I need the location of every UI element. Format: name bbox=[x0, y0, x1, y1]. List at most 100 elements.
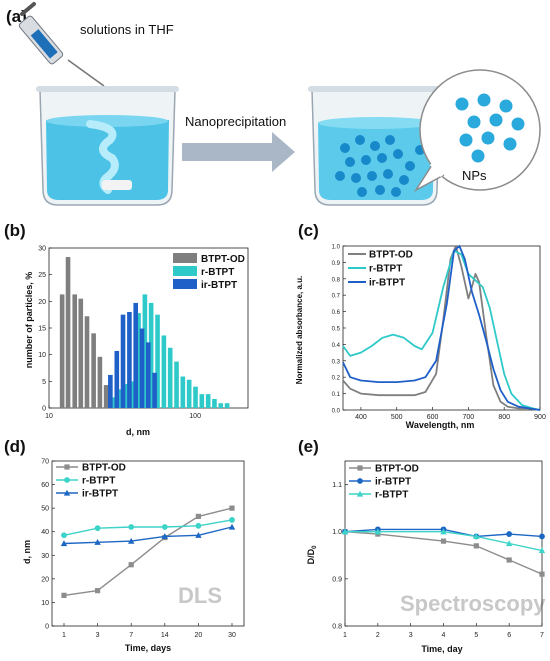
chart-d-legend-marker bbox=[63, 489, 71, 496]
chart-b-bar-r-btpt bbox=[205, 394, 211, 408]
chart-d-point-r-btpt bbox=[229, 517, 235, 523]
chart-b-ytick-label: 10 bbox=[38, 352, 46, 359]
chart-b-xtick-label: 100 bbox=[189, 413, 201, 420]
panel-c-label: (c) bbox=[298, 221, 319, 240]
nanoparticle-dot bbox=[511, 117, 525, 131]
nanoparticle-dot bbox=[399, 175, 409, 185]
chart-b-bar-ir-btpt bbox=[145, 342, 151, 408]
chart-b-bar-btpt-od bbox=[59, 294, 65, 408]
chart-d-xtick-label: 1 bbox=[62, 632, 66, 639]
chart-b-bar-r-btpt bbox=[199, 394, 205, 408]
chart-b-legend-swatch bbox=[173, 253, 197, 263]
syringe-caption: solutions in THF bbox=[80, 22, 174, 37]
chart-b-bar-r-btpt bbox=[212, 398, 217, 408]
chart-b-ylabel: number of particles, % bbox=[24, 272, 34, 369]
chart-e-xtick-label: 5 bbox=[474, 632, 478, 639]
chart-b-ytick-label: 30 bbox=[38, 246, 46, 253]
chart-b-bar-ir-btpt bbox=[108, 374, 113, 408]
nanoparticle-dot bbox=[361, 155, 371, 165]
chart-c-ytick-label: 0.9 bbox=[332, 261, 341, 267]
nanoparticle-dot bbox=[455, 97, 469, 111]
chart-b: 0 5 10 15 20 25 30 10 100 BTPT-OD r-BTPT ir-BTPT bbox=[38, 246, 249, 420]
beaker-with-nps-icon bbox=[308, 86, 444, 206]
chart-e-xlabel: Time, day bbox=[421, 644, 462, 654]
chart-e-xtick-label: 1 bbox=[343, 632, 347, 639]
chart-e-ytick-label: 0.8 bbox=[332, 624, 342, 631]
chart-b-bar-ir-btpt bbox=[127, 312, 132, 408]
chart-b-xtick-label: 10 bbox=[45, 413, 53, 420]
chart-d-xlabel: Time, days bbox=[125, 643, 171, 653]
chart-d-xtick-label: 20 bbox=[195, 632, 203, 639]
panel-b: (b) number of particles, % d, nm 0 5 10 15 2… bbox=[4, 221, 249, 437]
nanoparticle-dot bbox=[385, 135, 395, 145]
chart-e-watermark: Spectroscopy bbox=[400, 591, 546, 616]
chart-d-point-r-btpt bbox=[195, 522, 202, 529]
nanoparticle-dot bbox=[471, 149, 485, 163]
chart-d-legend-label: BTPT-OD bbox=[82, 463, 126, 474]
nanoparticle-dot bbox=[367, 171, 377, 181]
chart-c-xtick-label: 600 bbox=[427, 414, 439, 421]
chart-b-bar-r-btpt bbox=[193, 386, 198, 408]
chart-e: 0.8 0.9 1.0 1.1 1 2 3 4 5 6 7 BTPT-OD ir-BTPT r-BTPT bbox=[332, 460, 546, 639]
chart-b-bar-ir-btpt bbox=[152, 372, 157, 408]
chart-d-ytick-label: 40 bbox=[41, 529, 49, 536]
chart-e-xtick-label: 4 bbox=[442, 632, 446, 639]
chart-b-legend-swatch bbox=[173, 279, 197, 289]
chart-b-ytick-label: 20 bbox=[38, 299, 46, 306]
chart-b-bar-r-btpt bbox=[123, 384, 129, 408]
chart-b-bar-btpt-od bbox=[78, 298, 84, 408]
chart-b-bar-r-btpt bbox=[167, 347, 173, 408]
chart-d-point-r-btpt bbox=[94, 525, 101, 532]
nanoparticle-dot bbox=[377, 153, 387, 163]
nanoparticle-dot bbox=[393, 149, 403, 159]
chart-b-ytick-label: 15 bbox=[38, 326, 46, 333]
nanoparticle-dot bbox=[499, 99, 513, 113]
chart-e-point-btpt-od bbox=[473, 543, 479, 549]
chart-d-point-ir-btpt bbox=[94, 539, 101, 545]
chart-d-legend-marker bbox=[64, 464, 70, 470]
chart-d-legend-marker bbox=[64, 477, 70, 483]
chart-c-ytick-label: 0.1 bbox=[332, 392, 341, 398]
panel-e: (e) Spectroscopy D/D0 Time, day 0.8 0.9 1.… bbox=[298, 437, 546, 654]
chart-d-point-ir-btpt bbox=[161, 533, 168, 540]
syringe-icon bbox=[18, 2, 113, 104]
chart-b-bar-r-btpt bbox=[155, 314, 160, 408]
chart-d-line-r-btpt bbox=[63, 519, 233, 536]
chart-e-xtick-label: 7 bbox=[540, 632, 544, 639]
chart-e-legend-label: BTPT-OD bbox=[375, 464, 419, 475]
chart-c-ytick-label: 0.4 bbox=[332, 343, 341, 349]
chart-b-legend-label: BTPT-OD bbox=[201, 254, 245, 265]
chart-b-bar-r-btpt bbox=[218, 403, 224, 408]
chart-c-legend-label: BTPT-OD bbox=[369, 250, 413, 261]
chart-e-xtick-label: 3 bbox=[409, 632, 413, 639]
beaker-icon bbox=[36, 86, 179, 206]
chart-e-ylabel-main: D/D bbox=[306, 548, 316, 564]
chart-b-bar-btpt-od bbox=[91, 333, 96, 408]
chart-c-xtick-label: 400 bbox=[355, 414, 367, 421]
chart-c-xtick-label: 900 bbox=[534, 414, 546, 421]
chart-c-ytick-label: 0.3 bbox=[332, 359, 341, 365]
chart-d-point-ir-btpt bbox=[60, 540, 68, 547]
chart-b-bar-r-btpt bbox=[142, 294, 148, 408]
chart-b-bar-ir-btpt bbox=[114, 350, 120, 408]
chart-d-point-btpt-od bbox=[195, 513, 201, 519]
nanoparticle-dot bbox=[345, 157, 355, 167]
chart-c-ytick-label: 0.0 bbox=[332, 409, 341, 415]
chart-b-bar-r-btpt bbox=[136, 313, 141, 408]
nanoparticle-dot bbox=[375, 185, 385, 195]
nanoparticle-dot bbox=[391, 187, 401, 197]
chart-e-point-ir-btpt bbox=[506, 531, 513, 537]
nanoparticle-dot bbox=[405, 161, 415, 171]
chart-e-ylabel-sub: 0 bbox=[312, 545, 318, 549]
nanoparticle-dot bbox=[503, 137, 517, 151]
chart-b-bar-btpt-od bbox=[97, 356, 103, 408]
chart-d-point-ir-btpt bbox=[128, 537, 135, 544]
chart-b-bar-r-btpt bbox=[161, 335, 167, 408]
panel-d-label: (d) bbox=[4, 437, 26, 456]
chart-d-plot-frame bbox=[51, 460, 245, 627]
chart-d-legend-label: r-BTPT bbox=[82, 476, 115, 487]
chart-d-point-btpt-od bbox=[229, 505, 235, 511]
chart-b-legend-swatch bbox=[173, 266, 197, 276]
chart-d-point-btpt-od bbox=[61, 592, 67, 598]
